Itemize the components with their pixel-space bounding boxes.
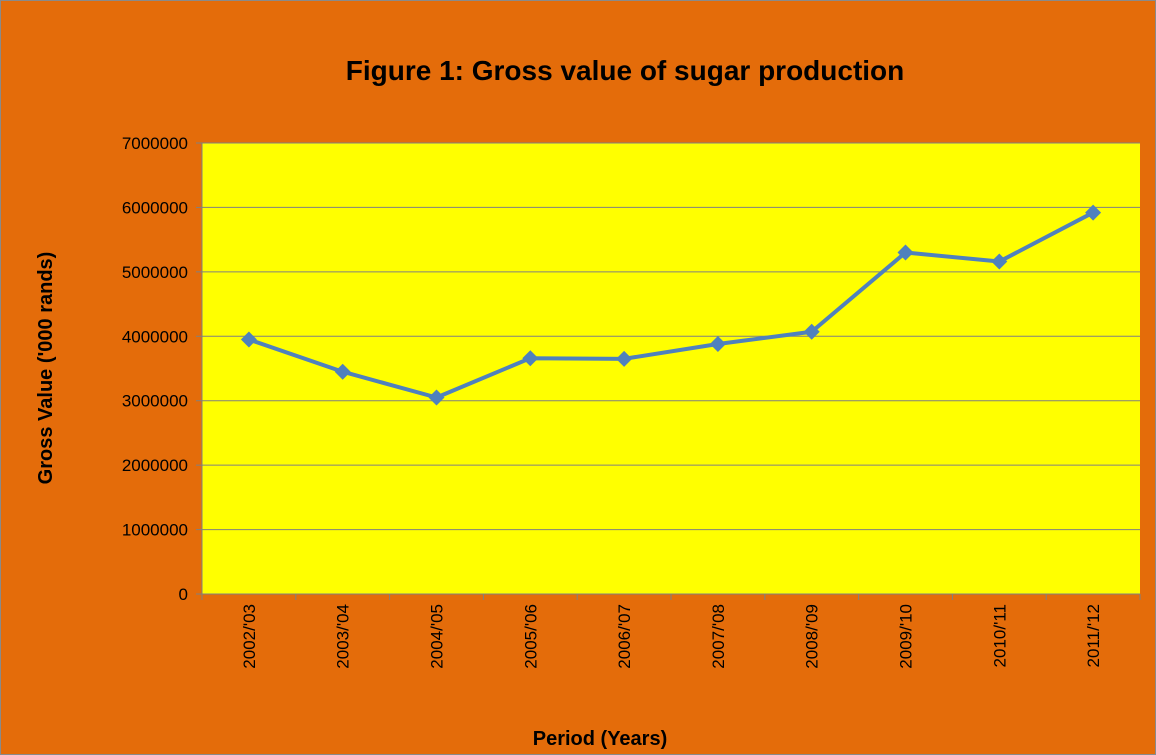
data-point <box>428 389 445 406</box>
y-tick-label: 4000000 <box>122 327 188 346</box>
y-axis-label: Gross Value ('000 rands) <box>35 252 57 485</box>
y-tick-label: 5000000 <box>122 263 188 282</box>
x-tick-label: 2003/'04 <box>334 604 353 669</box>
x-tick-label: 2007/'08 <box>709 604 728 669</box>
x-tick-label: 2005/'06 <box>521 604 540 669</box>
x-tick-label: 2006/'07 <box>615 604 634 669</box>
y-tick-label: 1000000 <box>122 521 188 540</box>
x-tick-label: 2011/'12 <box>1084 604 1103 667</box>
y-tick-label: 6000000 <box>122 198 188 217</box>
data-point <box>991 253 1008 270</box>
chart-title: Figure 1: Gross value of sugar productio… <box>346 55 905 86</box>
x-tick-label: 2009/'10 <box>897 604 916 669</box>
data-point <box>240 331 257 348</box>
y-tick-label: 0 <box>179 585 188 604</box>
y-tick-label: 7000000 <box>122 134 188 153</box>
series-line <box>248 210 1095 400</box>
x-tick-label: 2010/'11 <box>990 604 1009 667</box>
data-point <box>522 350 539 367</box>
data-point <box>709 336 726 353</box>
y-tick-label: 2000000 <box>122 456 188 475</box>
x-tick-label: 2004/'05 <box>428 604 447 669</box>
plot-area <box>202 143 1140 594</box>
data-point <box>1085 204 1102 221</box>
y-tick-label: 3000000 <box>122 392 188 411</box>
data-point <box>616 350 633 367</box>
x-tick-label: 2002/'03 <box>240 604 259 669</box>
data-point <box>803 323 820 340</box>
data-point <box>334 363 351 380</box>
data-point <box>897 244 914 261</box>
x-tick-label: 2008/'09 <box>803 604 822 669</box>
x-axis-label: Period (Years) <box>533 728 668 750</box>
